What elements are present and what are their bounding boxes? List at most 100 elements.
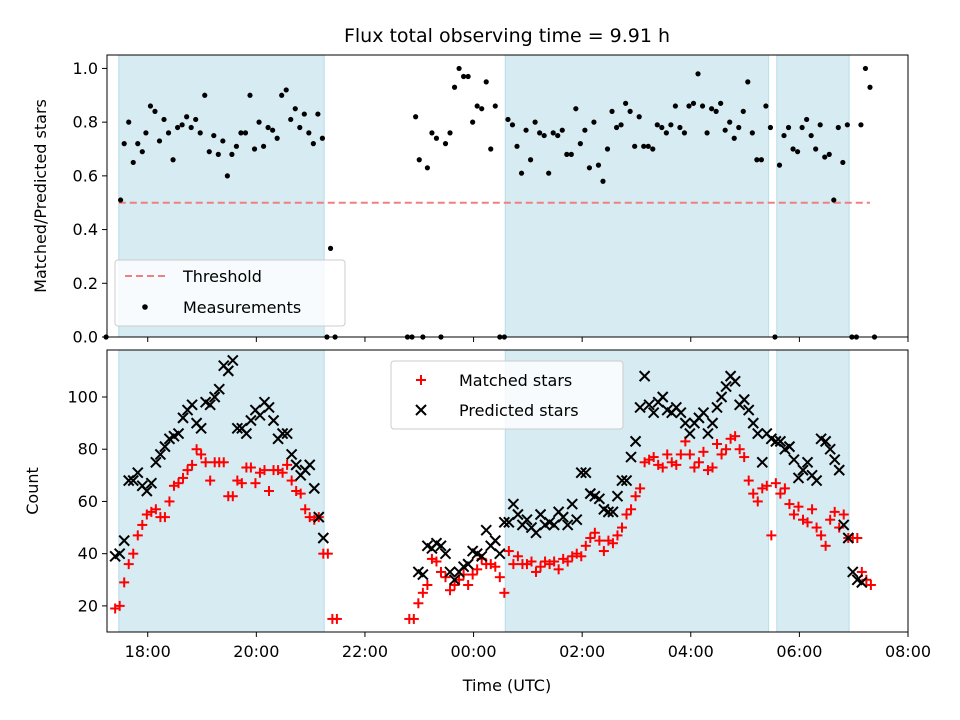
predicted-point bbox=[507, 498, 520, 510]
predicted-point bbox=[159, 440, 171, 453]
predicted-point bbox=[462, 558, 474, 570]
measurement-point bbox=[170, 157, 176, 163]
measurement-point bbox=[424, 165, 430, 171]
predicted-point bbox=[720, 380, 732, 393]
measurement-point bbox=[722, 127, 728, 133]
measurement-point bbox=[623, 100, 629, 106]
top-y-tick-label: 1.0 bbox=[73, 59, 98, 78]
predicted-legend-swatch bbox=[415, 404, 427, 416]
measurement-point bbox=[147, 103, 154, 109]
predicted-point bbox=[657, 391, 669, 403]
top-y-tick-label: 0.6 bbox=[73, 166, 98, 185]
measurement-point bbox=[555, 132, 561, 139]
measurement-point bbox=[650, 146, 656, 152]
bottom-plot-frame bbox=[106, 349, 909, 633]
measurement-point bbox=[804, 116, 810, 123]
matched-point bbox=[807, 504, 818, 515]
bottom-y-tick-label: 80 bbox=[78, 440, 98, 459]
predicted-point bbox=[607, 506, 619, 518]
measurement-point bbox=[731, 135, 737, 141]
x-tick-label: 22:00 bbox=[342, 642, 388, 661]
matched-point bbox=[657, 462, 668, 473]
measurement-point bbox=[156, 138, 163, 144]
predicted-point bbox=[281, 427, 293, 440]
matched-point bbox=[829, 506, 840, 517]
measurement-point bbox=[483, 79, 489, 85]
matched-point bbox=[535, 561, 546, 572]
matched-point bbox=[861, 574, 872, 585]
measurement-point bbox=[251, 146, 258, 152]
measurement-point bbox=[518, 170, 525, 176]
measurement-point bbox=[274, 135, 280, 141]
measurement-point bbox=[288, 116, 294, 123]
measurement-point bbox=[265, 124, 271, 131]
predicted-point bbox=[616, 474, 628, 487]
matched-point bbox=[218, 457, 229, 468]
matched-point bbox=[612, 530, 623, 541]
matched-point bbox=[562, 556, 573, 567]
measurement-point bbox=[413, 114, 419, 120]
measurement-point bbox=[461, 73, 467, 80]
predicted-point bbox=[254, 409, 266, 421]
matched-point bbox=[598, 546, 609, 557]
measurement-point bbox=[488, 146, 494, 152]
measurement-point bbox=[654, 122, 660, 128]
measurement-point bbox=[844, 122, 850, 128]
measurement-point bbox=[479, 106, 485, 112]
predicted-point bbox=[204, 399, 216, 411]
predicted-point bbox=[756, 456, 768, 468]
measurement-point bbox=[745, 79, 751, 85]
measurement-point bbox=[301, 111, 307, 117]
predicted-point bbox=[530, 527, 542, 539]
measurement-point bbox=[279, 92, 285, 98]
measurement-point bbox=[808, 132, 814, 139]
measurement-point bbox=[537, 130, 543, 136]
measurement-point bbox=[618, 122, 624, 128]
measurement-point bbox=[193, 116, 199, 123]
top-y-axis-label: Matched/Predicted stars bbox=[31, 99, 50, 293]
predicted-point bbox=[132, 467, 144, 479]
matched-point bbox=[607, 538, 618, 549]
measurement-point bbox=[509, 122, 516, 128]
predicted-point bbox=[444, 566, 456, 578]
predicted-point bbox=[213, 383, 225, 395]
top-y-tick-label: 0.0 bbox=[73, 328, 98, 347]
measurement-point bbox=[600, 178, 606, 184]
measurement-point bbox=[121, 141, 127, 147]
matched-point bbox=[549, 556, 560, 567]
measurement-point bbox=[727, 119, 733, 125]
matched-point bbox=[721, 444, 732, 455]
measurement-point bbox=[591, 119, 597, 125]
top-y-ticks: 0.0 0.2 0.4 0.6 0.8 1.0 bbox=[73, 59, 107, 347]
measurement-point bbox=[690, 100, 697, 106]
measurement-point bbox=[224, 173, 230, 179]
matched-point bbox=[662, 449, 673, 460]
matched-point bbox=[825, 514, 836, 525]
predicted-point bbox=[475, 550, 488, 562]
matched-point bbox=[616, 522, 627, 533]
predicted-point bbox=[113, 547, 126, 560]
matched-point bbox=[739, 452, 750, 463]
measurement-point bbox=[645, 143, 651, 149]
measurement-point bbox=[609, 108, 615, 114]
x-tick-label: 06:00 bbox=[776, 642, 822, 661]
measurement-point bbox=[184, 114, 190, 120]
matched-point bbox=[200, 457, 211, 468]
matched-point bbox=[449, 580, 460, 590]
predicted-point bbox=[715, 391, 728, 403]
matched-legend-swatch bbox=[416, 375, 426, 385]
x-tick-label: 08:00 bbox=[885, 642, 931, 661]
measurement-point bbox=[699, 103, 706, 109]
measurement-point bbox=[613, 124, 620, 131]
predicted-point bbox=[729, 375, 741, 388]
measurement-point bbox=[862, 65, 869, 72]
predicted-point bbox=[679, 417, 692, 429]
measurement-point bbox=[546, 170, 552, 176]
predicted-point bbox=[118, 534, 130, 547]
matched-point bbox=[576, 551, 587, 562]
measurement-point bbox=[776, 162, 783, 168]
predicted-point bbox=[267, 414, 280, 427]
measurement-point bbox=[297, 124, 303, 131]
predicted-point bbox=[738, 393, 750, 406]
predicted-point bbox=[141, 485, 153, 497]
